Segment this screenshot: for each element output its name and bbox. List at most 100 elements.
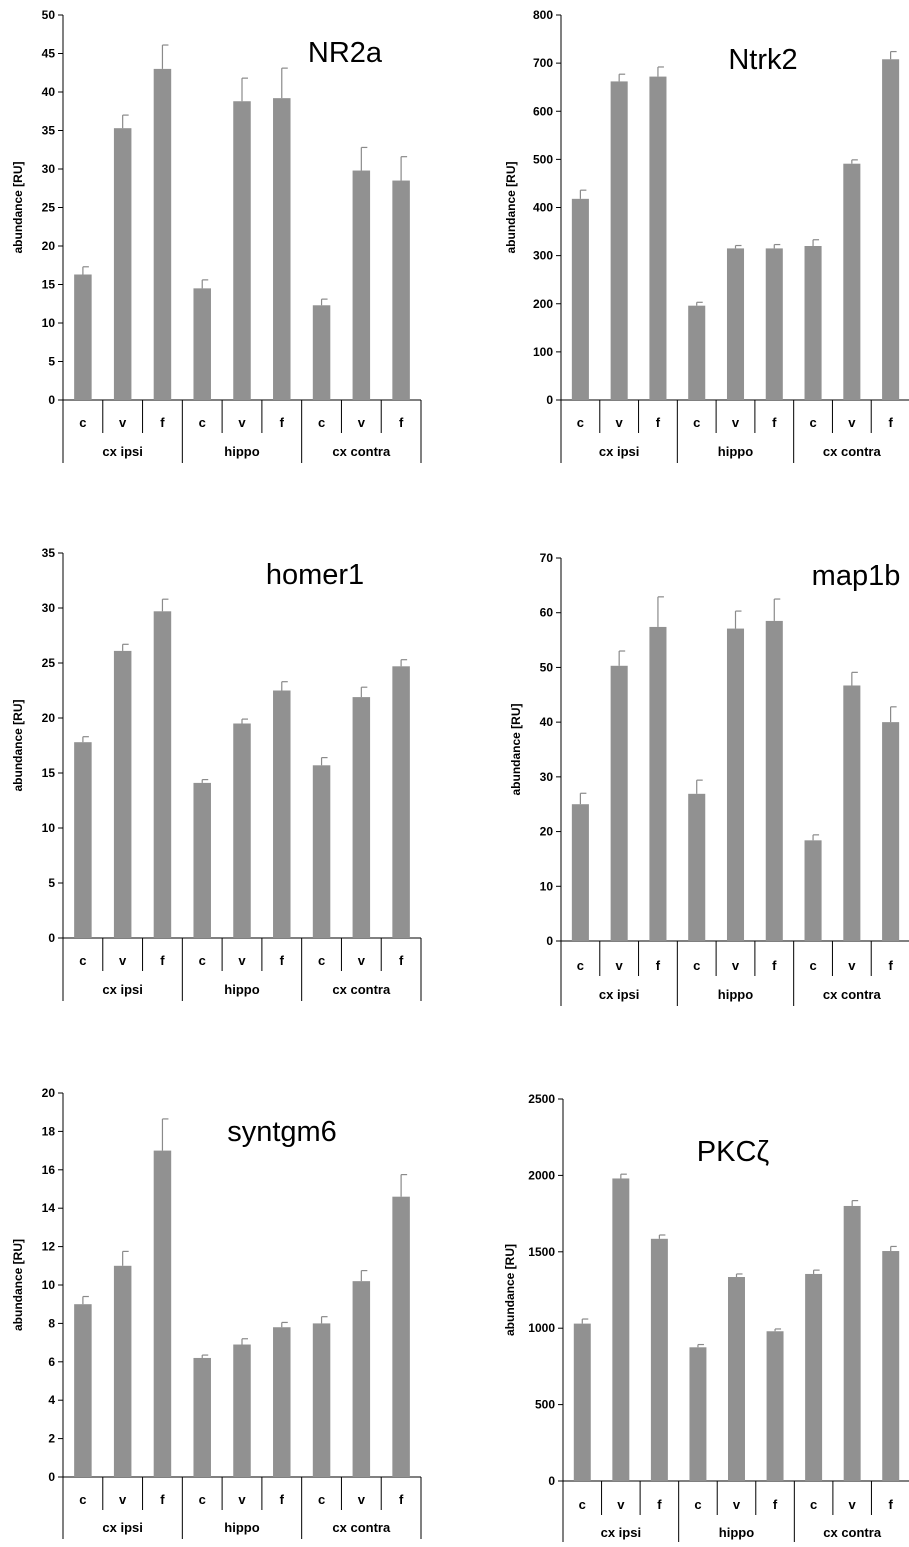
y-tick-label: 35 — [42, 546, 56, 560]
y-tick-label: 50 — [42, 8, 56, 22]
bar-hippo-f — [273, 690, 291, 938]
category-label: c — [577, 958, 584, 973]
y-tick-label: 20 — [42, 1086, 56, 1100]
chart-title: Ntrk2 — [728, 44, 797, 76]
bar-cx-contra-c — [804, 840, 822, 941]
bar-hippo-v — [726, 248, 745, 400]
bar-cx-ipsi-v — [612, 1178, 630, 1481]
category-label: f — [280, 1492, 285, 1507]
chart-title: syntgm6 — [227, 1116, 337, 1148]
group-label: cx contra — [332, 1520, 391, 1535]
bar-cx-ipsi-c — [571, 198, 589, 400]
y-tick-label: 45 — [42, 47, 56, 61]
category-label: v — [733, 1497, 741, 1512]
category-label: c — [79, 953, 86, 968]
y-tick-label: 0 — [546, 934, 553, 948]
bar-cx-contra-v — [352, 1281, 371, 1477]
bar-cx-ipsi-v — [610, 81, 628, 400]
category-label: c — [318, 953, 325, 968]
category-label: v — [358, 953, 366, 968]
chart-title: NR2a — [308, 37, 383, 69]
y-axis-label: abundance [RU] — [503, 1244, 517, 1336]
category-label: v — [616, 958, 624, 973]
y-tick-label: 50 — [540, 660, 554, 674]
bar-hippo-c — [689, 1347, 707, 1481]
bar-cx-contra-v — [352, 697, 371, 938]
y-tick-label: 15 — [42, 766, 56, 780]
group-label: hippo — [224, 1520, 259, 1535]
category-label: c — [199, 415, 206, 430]
bar-cx-ipsi-v — [113, 650, 132, 938]
group-label: cx contra — [823, 444, 882, 459]
category-label: c — [693, 958, 700, 973]
category-label: f — [657, 1497, 662, 1512]
chart-panel-5: syntgm6 abundance [RU] 0 2 4 6 8 10 12 14 16 18 20 c v… — [11, 1086, 422, 1539]
bar-cx-contra-v — [352, 170, 371, 400]
group-label: cx ipsi — [601, 1525, 641, 1540]
category-label: f — [656, 415, 661, 430]
category-label: f — [160, 953, 165, 968]
group-label: hippo — [224, 444, 259, 459]
group-label: hippo — [718, 444, 753, 459]
category-label: c — [318, 1492, 325, 1507]
chart-panel-6: PKCζ abundance [RU] 0 500 1000 1500 2000 2500 c v… — [503, 1092, 909, 1542]
bar-hippo-f — [765, 620, 783, 941]
y-axis-label: abundance [RU] — [11, 161, 25, 253]
y-tick-label: 10 — [42, 1278, 56, 1292]
bar-cx-contra-f — [392, 1196, 410, 1477]
category-label: v — [849, 1497, 857, 1512]
bar-cx-contra-v — [843, 1205, 861, 1481]
y-tick-label: 5 — [48, 355, 55, 369]
category-label: c — [318, 415, 325, 430]
y-tick-label: 0 — [48, 393, 55, 407]
y-tick-label: 35 — [42, 124, 56, 138]
y-tick-label: 4 — [48, 1393, 55, 1407]
y-tick-label: 20 — [42, 711, 56, 725]
bar-hippo-f — [766, 1331, 784, 1481]
category-label: v — [238, 415, 246, 430]
bar-cx-contra-c — [805, 1273, 823, 1481]
bar-hippo-v — [233, 723, 251, 938]
bar-hippo-c — [193, 288, 211, 400]
y-tick-label: 20 — [540, 825, 554, 839]
bar-cx-contra-v — [843, 685, 861, 941]
group-label: cx ipsi — [102, 1520, 142, 1535]
bar-cx-ipsi-c — [74, 1304, 92, 1477]
bar-cx-ipsi-c — [74, 274, 92, 400]
bar-cx-ipsi-f — [649, 76, 667, 400]
group-label: cx contra — [332, 982, 391, 997]
category-label: c — [810, 1497, 817, 1512]
category-label: v — [732, 415, 740, 430]
chart-title: homer1 — [266, 559, 364, 591]
y-tick-label: 20 — [42, 239, 56, 253]
y-tick-label: 15 — [42, 278, 56, 292]
category-label: f — [160, 415, 165, 430]
y-axis-label: abundance [RU] — [504, 161, 518, 253]
chart-title: map1b — [812, 560, 901, 592]
chart-panel-4: map1b abundance [RU] 0 10 20 30 40 50 60 70 c v f c v f… — [509, 551, 909, 1006]
y-tick-label: 60 — [540, 606, 554, 620]
y-tick-label: 30 — [540, 770, 554, 784]
bar-cx-contra-f — [882, 722, 900, 941]
bar-cx-contra-f — [882, 59, 900, 401]
category-label: v — [616, 415, 624, 430]
group-label: cx contra — [823, 1525, 882, 1540]
y-tick-label: 8 — [48, 1316, 55, 1330]
group-label: cx ipsi — [599, 987, 639, 1002]
category-label: v — [358, 415, 366, 430]
category-label: c — [693, 415, 700, 430]
bar-hippo-c — [193, 1357, 211, 1477]
group-label: hippo — [718, 987, 753, 1002]
bar-hippo-f — [273, 98, 291, 400]
y-tick-label: 0 — [48, 1470, 55, 1484]
category-label: c — [577, 415, 584, 430]
y-tick-label: 400 — [533, 201, 553, 215]
y-tick-label: 700 — [533, 56, 553, 70]
bar-cx-ipsi-f — [153, 1150, 172, 1477]
y-tick-label: 40 — [42, 85, 56, 99]
chart-title: PKCζ — [697, 1136, 770, 1168]
y-tick-label: 0 — [48, 931, 55, 945]
category-label: f — [888, 415, 893, 430]
y-tick-label: 10 — [42, 821, 56, 835]
